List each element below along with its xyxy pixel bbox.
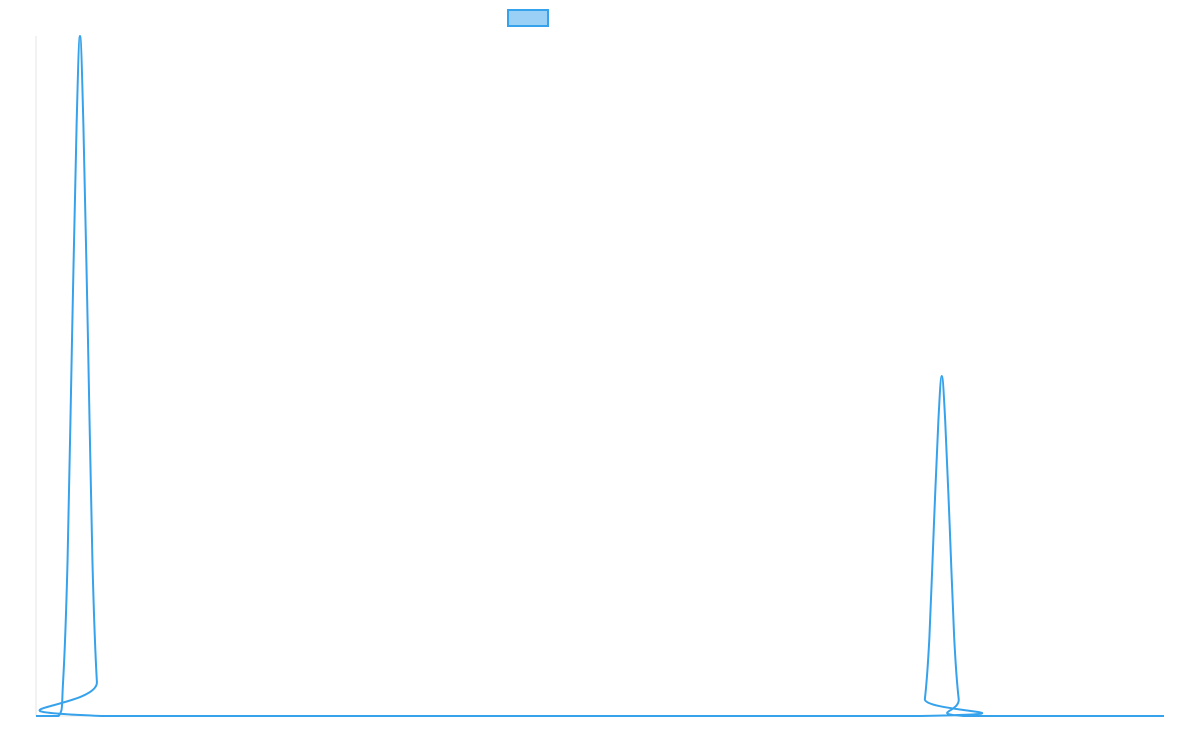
legend-swatch[interactable] [507,9,549,27]
axes [35,36,1164,717]
series-line[interactable] [36,35,1164,718]
legend[interactable] [507,9,549,27]
series-layer [36,35,1164,718]
